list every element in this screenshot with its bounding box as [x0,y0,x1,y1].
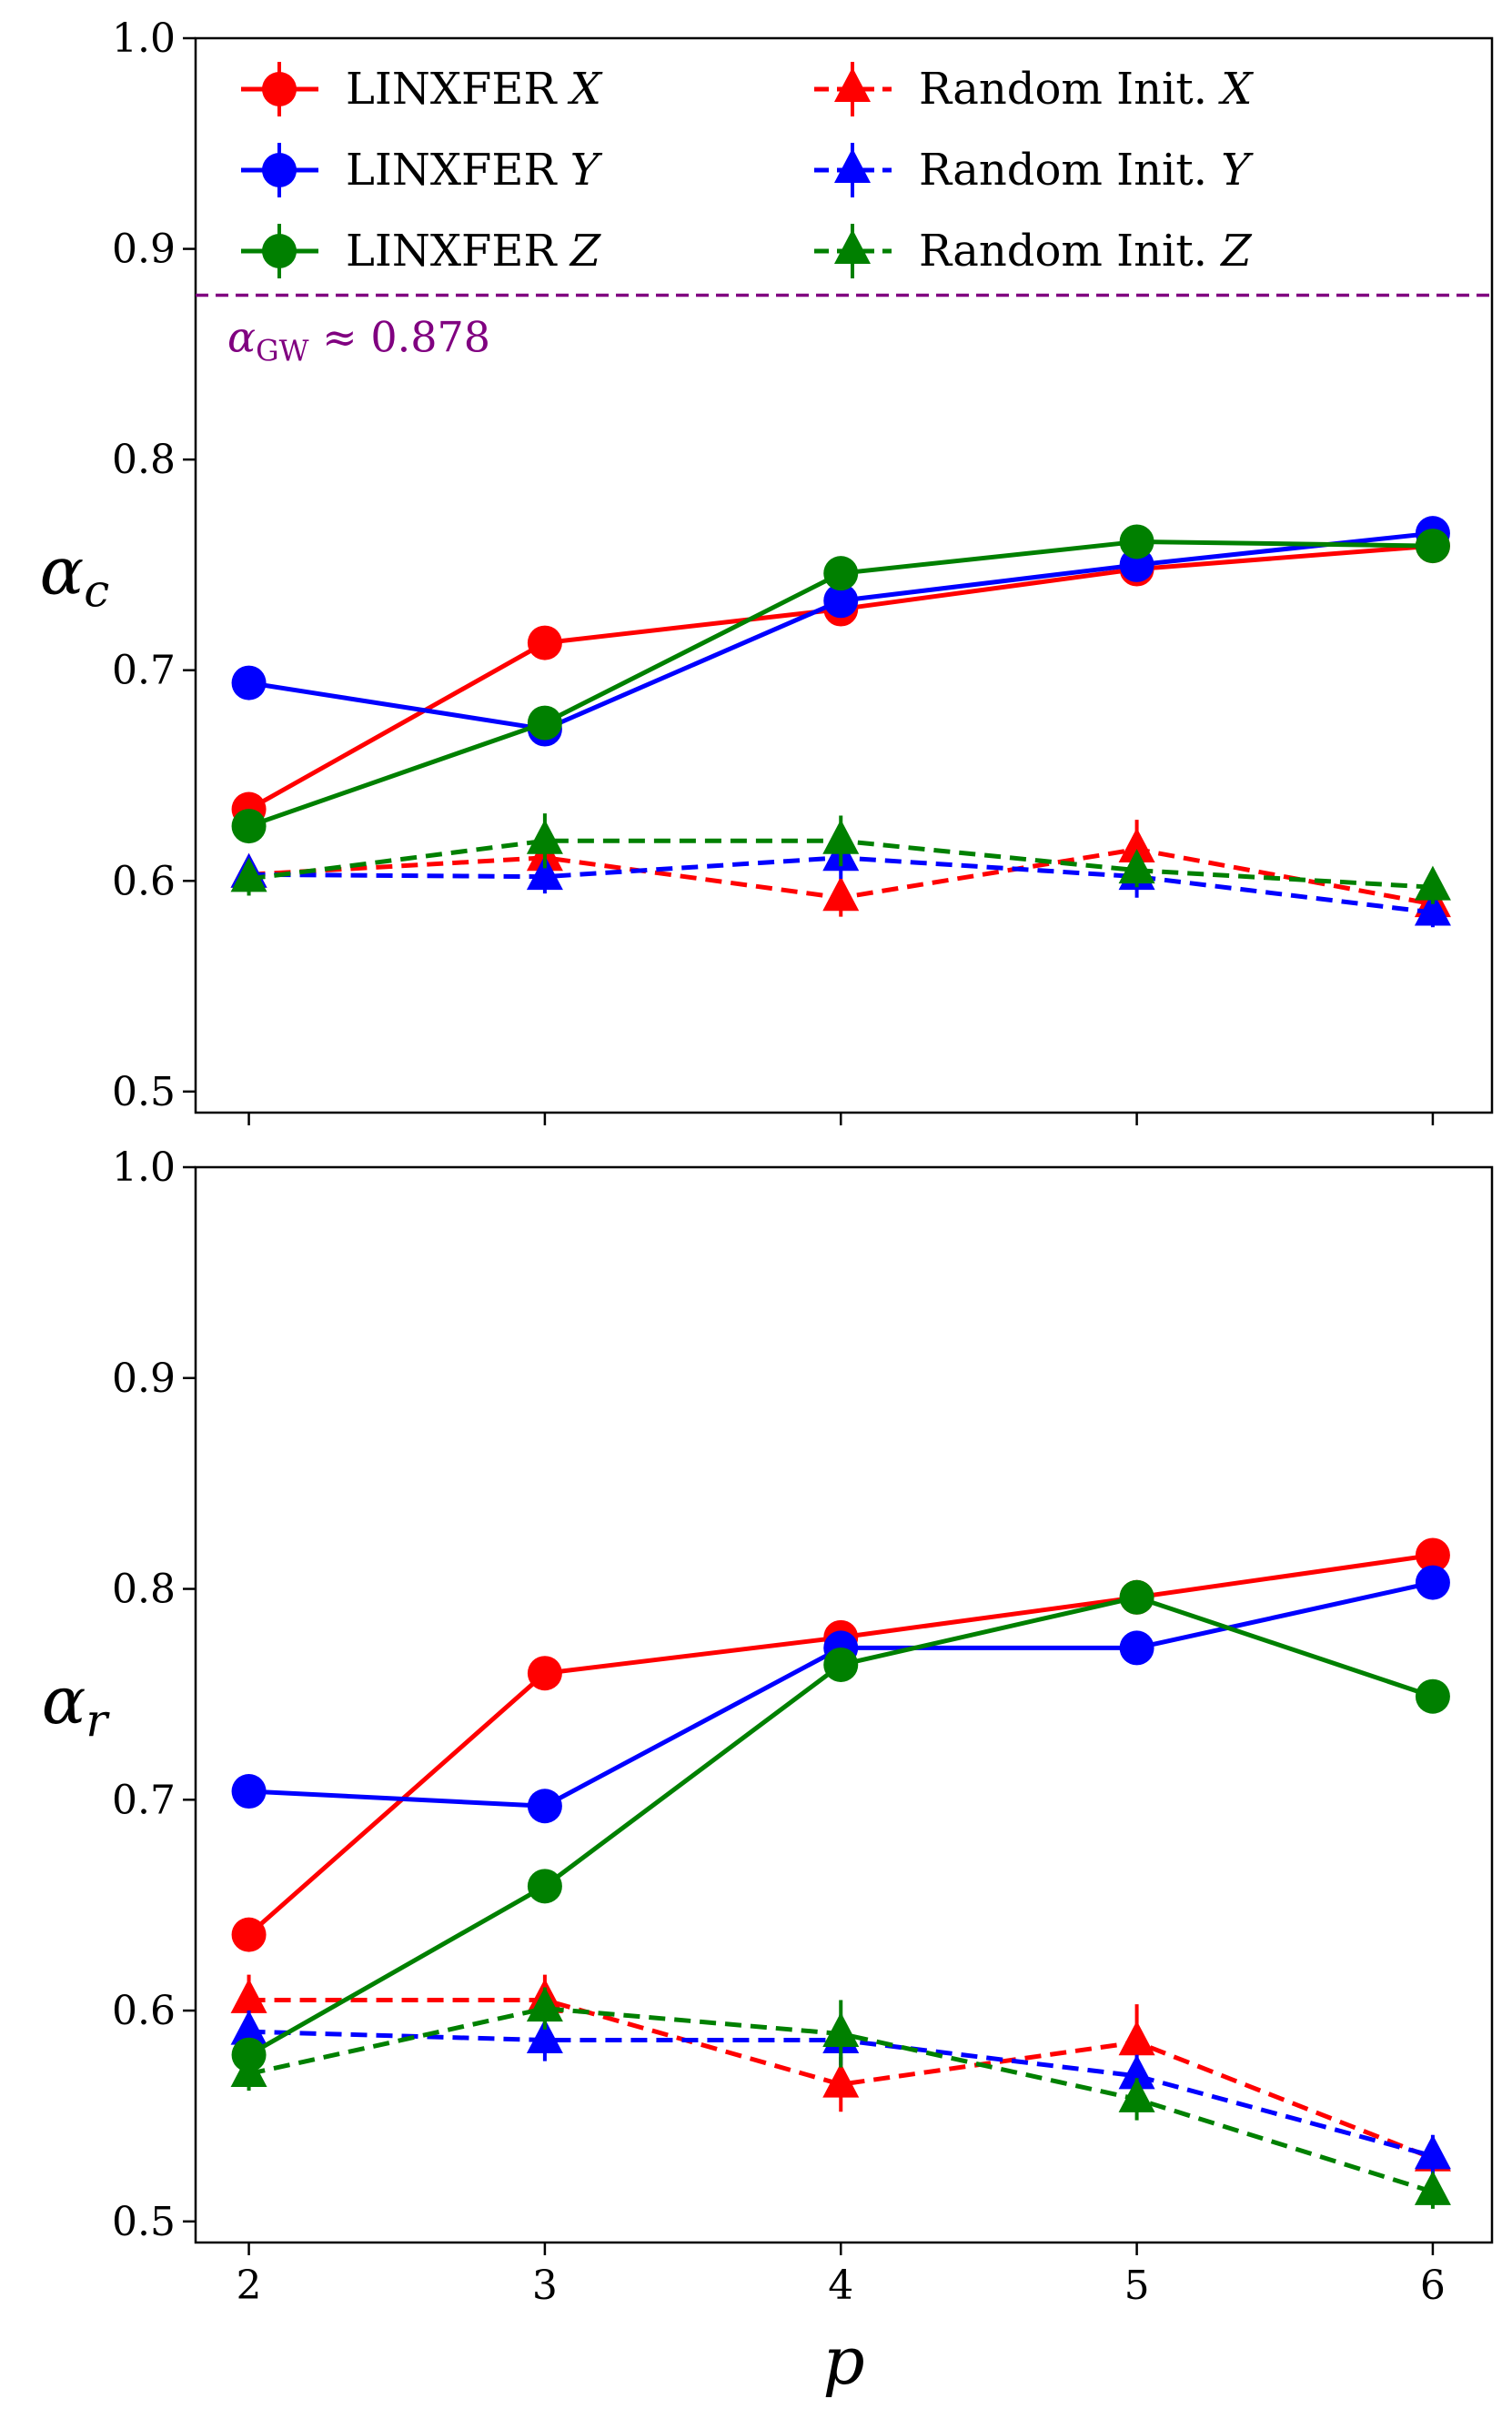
y-tick-label: 0.8 [112,1567,176,1613]
legend-label: LINXFER X [346,64,603,115]
data-point [527,1789,562,1824]
data-point [526,819,563,854]
data-point [1118,2021,1155,2056]
data-point [231,1917,267,1952]
y-tick-label: 0.7 [112,1777,176,1823]
axes-frame [194,36,1494,1114]
x-tick-label: 4 [828,2263,853,2309]
data-point [527,705,562,741]
legend-marker [834,67,871,102]
legend-marker [262,72,297,106]
legend-entry: LINXFER X [241,62,603,116]
axes-frame [194,1165,1494,2244]
data-point [231,665,267,701]
reference-line-label: αGW ≈ 0.878 [227,313,490,368]
y-tick-label: 0.5 [112,1069,176,1115]
data-point [1119,1579,1154,1615]
legend-entry: LINXFER Y [241,143,603,197]
legend: LINXFER X Random Init. X LINXFER Y Random I… [241,62,1254,278]
data-point [1415,529,1450,564]
x-tick-label: 3 [532,2263,558,2309]
data-point [526,855,563,891]
series-linxfer-y [231,1565,1450,1824]
data-point [230,857,267,892]
data-point [822,876,860,912]
data-point [1118,827,1155,862]
x-axis-label: p [822,2323,864,2399]
legend-entry: Random Init. X [814,62,1254,116]
data-point [1415,1565,1450,1600]
legend-label: Random Init. Y [919,145,1254,196]
legend-marker [262,153,297,187]
data-point [527,625,562,660]
data-point [1414,891,1451,926]
data-point [1118,2077,1155,2112]
legend-marker [834,148,871,183]
data-point [822,2062,860,2098]
legend-label: LINXFER Z [346,226,602,277]
y-tick-label: 0.6 [112,858,176,904]
data-point [1119,524,1154,559]
data-point [231,1774,267,1809]
data-point [822,2011,860,2047]
y-tick-label: 0.5 [112,2199,176,2245]
legend-marker [834,229,871,264]
bottom-panel-alpha-r: 0.5 0.6 0.7 0.8 0.9 1.0 2 3 4 5 6 αr p [42,1144,1494,2399]
series-linxfer-z [231,1579,1450,2072]
data-point [1414,865,1451,901]
data-point [527,1869,562,1904]
legend-label: Random Init. X [919,64,1254,115]
series-line [248,1580,1434,1809]
data-point [231,2037,267,2072]
y-tick-label: 0.6 [112,1988,176,2034]
x-tick-label: 2 [237,2263,262,2309]
series-linxfer-x [231,1537,1450,1952]
legend-entry: Random Init. Z [814,224,1253,278]
data-point [1415,1678,1450,1714]
data-point [230,1978,267,2013]
data-point [822,819,860,854]
y-tick-label: 0.9 [112,227,176,273]
y-tick-label: 1.0 [112,15,176,62]
data-point [823,556,859,591]
data-point [823,583,859,619]
y-tick-label: 0.9 [112,1356,176,1402]
data-point [527,1656,562,1691]
legend-label: Random Init. Z [919,226,1253,277]
series-linxfer-y [231,516,1450,747]
y-axis-label: αr [42,1662,111,1747]
y-tick-label: 1.0 [112,1144,176,1191]
data-point [1118,849,1155,884]
x-tick-label: 6 [1420,2263,1446,2309]
data-point [231,809,267,844]
data-point [1118,2054,1155,2090]
legend-entry: LINXFER Z [241,224,602,278]
series-random-init-z [230,813,1451,904]
data-point [1414,2170,1451,2205]
series-random-init-z [230,1987,1451,2209]
y-tick-label: 0.7 [112,648,176,694]
data-point [526,1987,563,2022]
data-point [823,1647,859,1682]
legend-marker [262,234,297,268]
y-tick-label: 0.8 [112,437,176,483]
data-point [230,2010,267,2045]
y-axis-label: αc [40,533,110,618]
top-panel-alpha-c: 0.5 0.6 0.7 0.8 0.9 1.0 αc αGW ≈ 0.878 LINXFER X… [40,15,1494,1125]
data-point [1414,2134,1451,2170]
data-point [1119,1630,1154,1666]
series-line [247,1552,1434,1937]
data-point [526,2018,563,2053]
legend-label: LINXFER Y [346,145,603,196]
series-line [248,1997,1434,2161]
series-linxfer-z [231,524,1450,844]
legend-entry: Random Init. Y [814,143,1254,197]
data-point [1415,1537,1450,1573]
x-tick-label: 5 [1124,2263,1150,2309]
